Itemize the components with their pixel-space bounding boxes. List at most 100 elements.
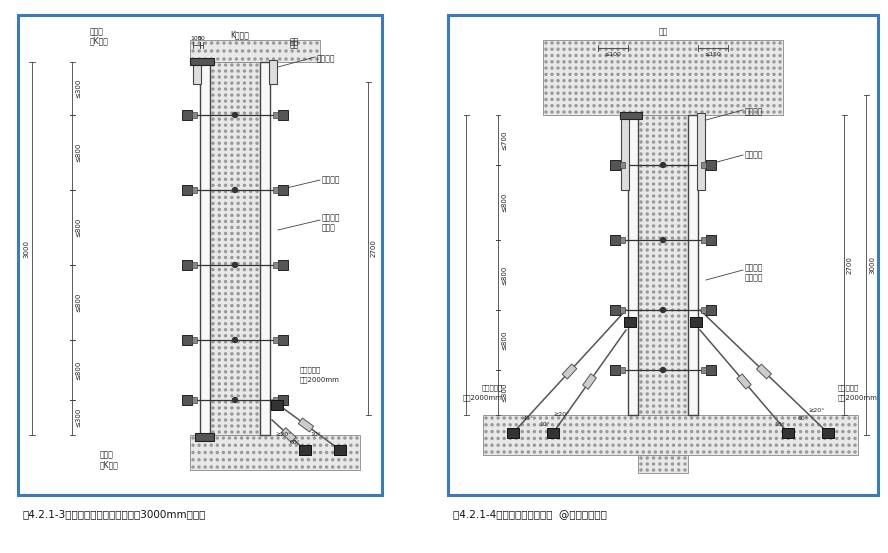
Circle shape — [212, 317, 214, 319]
Text: 大于2000mm: 大于2000mm — [300, 377, 340, 383]
Circle shape — [715, 431, 717, 432]
Circle shape — [225, 419, 226, 421]
Circle shape — [235, 42, 237, 44]
Bar — [620, 367, 625, 373]
Circle shape — [233, 112, 237, 117]
Circle shape — [231, 335, 233, 337]
Bar — [757, 364, 772, 379]
Circle shape — [689, 98, 691, 101]
Circle shape — [683, 80, 685, 82]
Circle shape — [225, 166, 226, 168]
Circle shape — [678, 411, 679, 413]
Circle shape — [764, 417, 765, 419]
Circle shape — [587, 111, 589, 113]
Circle shape — [222, 437, 225, 439]
Circle shape — [630, 424, 632, 426]
Circle shape — [648, 424, 650, 426]
Circle shape — [659, 463, 661, 465]
Circle shape — [640, 261, 642, 263]
Circle shape — [231, 401, 233, 403]
Circle shape — [642, 444, 645, 446]
Circle shape — [231, 112, 233, 114]
Circle shape — [256, 389, 258, 391]
Circle shape — [210, 58, 212, 60]
Circle shape — [636, 444, 638, 446]
Circle shape — [635, 42, 637, 44]
Circle shape — [243, 395, 245, 397]
Circle shape — [600, 444, 602, 446]
Circle shape — [725, 80, 727, 82]
Circle shape — [237, 425, 239, 427]
Circle shape — [569, 92, 571, 94]
Circle shape — [222, 444, 225, 446]
Circle shape — [337, 459, 340, 461]
Circle shape — [678, 237, 679, 239]
Circle shape — [237, 371, 239, 373]
Circle shape — [569, 111, 571, 113]
Circle shape — [192, 42, 194, 44]
Circle shape — [231, 286, 233, 289]
Circle shape — [515, 444, 517, 446]
Circle shape — [702, 424, 705, 426]
Circle shape — [527, 437, 529, 440]
Circle shape — [665, 333, 667, 335]
Circle shape — [665, 327, 667, 329]
Circle shape — [289, 466, 291, 468]
Circle shape — [243, 317, 245, 319]
Circle shape — [545, 417, 548, 419]
Circle shape — [683, 61, 685, 63]
Circle shape — [225, 383, 226, 385]
Circle shape — [779, 48, 781, 50]
Circle shape — [250, 311, 251, 312]
Circle shape — [248, 42, 250, 44]
Circle shape — [713, 55, 715, 56]
Circle shape — [653, 123, 654, 125]
Circle shape — [243, 389, 245, 391]
Circle shape — [678, 123, 679, 125]
Circle shape — [243, 112, 245, 114]
Circle shape — [715, 437, 717, 440]
Circle shape — [250, 226, 251, 228]
Circle shape — [648, 417, 650, 419]
Circle shape — [721, 444, 723, 446]
Circle shape — [256, 286, 258, 289]
Circle shape — [617, 80, 619, 82]
Circle shape — [551, 444, 553, 446]
Circle shape — [671, 117, 673, 119]
Circle shape — [250, 160, 251, 162]
Circle shape — [212, 166, 214, 168]
Circle shape — [231, 275, 233, 276]
Circle shape — [551, 417, 553, 419]
Circle shape — [581, 105, 583, 107]
Circle shape — [250, 280, 251, 283]
Circle shape — [291, 42, 293, 44]
Circle shape — [812, 437, 813, 440]
Circle shape — [678, 405, 679, 407]
Circle shape — [575, 92, 577, 94]
Circle shape — [697, 444, 699, 446]
Circle shape — [212, 94, 214, 96]
Circle shape — [285, 42, 287, 44]
Circle shape — [212, 154, 214, 156]
Circle shape — [665, 171, 667, 173]
Circle shape — [646, 375, 648, 377]
Circle shape — [243, 196, 245, 199]
Circle shape — [659, 357, 661, 359]
Circle shape — [653, 327, 654, 329]
Circle shape — [588, 444, 590, 446]
Circle shape — [646, 165, 648, 167]
Circle shape — [250, 64, 251, 66]
Circle shape — [824, 437, 826, 440]
Circle shape — [659, 61, 661, 63]
Circle shape — [575, 48, 577, 50]
Circle shape — [642, 431, 645, 432]
Circle shape — [212, 148, 214, 150]
Circle shape — [192, 437, 194, 439]
Circle shape — [243, 377, 245, 379]
Circle shape — [289, 437, 291, 439]
Circle shape — [640, 129, 642, 131]
Circle shape — [231, 317, 233, 319]
Text: ≤800: ≤800 — [75, 218, 81, 237]
Text: 图4.2.1-3外墙身配模示意图（以层高3000mm为例）: 图4.2.1-3外墙身配模示意图（以层高3000mm为例） — [22, 509, 205, 519]
Circle shape — [243, 64, 245, 66]
